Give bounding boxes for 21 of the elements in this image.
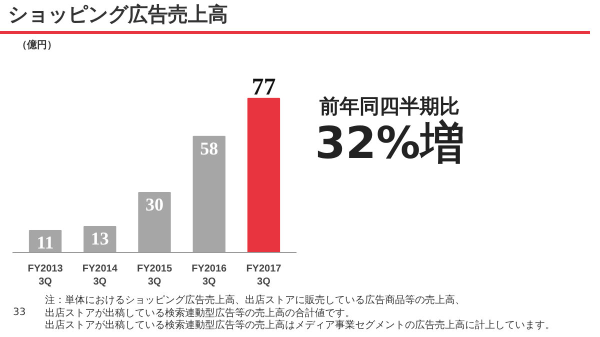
text: 注：単体におけるショッピング広告売上高、出店ストアに販売している広告商品等の売上高、	[45, 295, 465, 306]
data-label: 77	[252, 74, 276, 100]
x-tick-label: FY2017 3Q	[246, 264, 282, 288]
text: 出店ストアが出稿している検索連動型広告等の売上高はメディア事業セグメントの広告売上高に計上しています。	[45, 320, 555, 331]
text: 32%増	[315, 118, 464, 171]
data-label: 13	[90, 228, 109, 248]
text: 出店ストアが出稿している検索連動型広告等の売上高の合計値です。	[45, 308, 355, 318]
data-label: 58	[200, 138, 218, 158]
bar	[138, 192, 171, 252]
text: 前年同四半期比	[318, 94, 461, 118]
y-axis-title: （億円）	[17, 39, 57, 53]
text: 33	[12, 306, 27, 320]
bar	[192, 136, 226, 252]
data-label: 30	[146, 194, 164, 214]
x-tick-label: FY2016 3Q	[192, 264, 228, 288]
data-label: 11	[36, 232, 54, 252]
chart-title: ショッピング広告売上高	[8, 1, 228, 28]
bar	[247, 98, 280, 252]
x-tick-label: FY2014 3Q	[82, 264, 118, 288]
x-tick-label: FY2013 3Q	[28, 264, 64, 288]
x-tick-label: FY2015 3Q	[136, 264, 172, 288]
